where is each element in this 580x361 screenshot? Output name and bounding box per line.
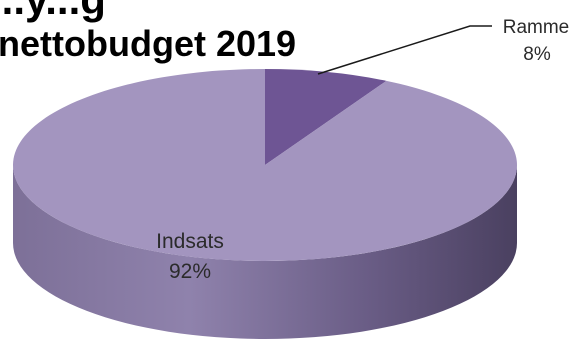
- pie-side: [13, 165, 517, 339]
- pie-side-band: [13, 165, 517, 339]
- slice-percent-ramme: 8%: [523, 44, 551, 65]
- pie-slice-indsats: [12, 69, 517, 262]
- pie-slice-ramme: [265, 69, 387, 165]
- slice-label-indsats: Indsats: [156, 230, 224, 253]
- ramme-leader-line: [317, 25, 492, 75]
- chart-title-line-1: ...y...g: [0, 0, 106, 23]
- pie-slices: [12, 69, 517, 262]
- slice-label-ramme: Ramme: [503, 17, 570, 38]
- chart-title-line-2: nettobudget 2019: [0, 23, 296, 64]
- slice-percent-indsats: 92%: [169, 260, 211, 283]
